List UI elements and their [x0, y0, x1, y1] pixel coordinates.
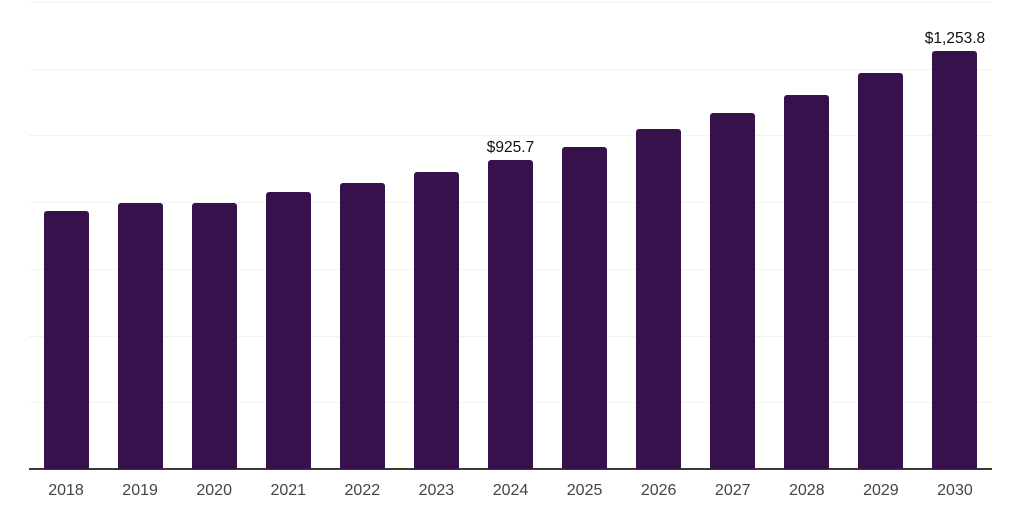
bar-2018 — [43, 211, 89, 469]
data-label-2024: $925.7 — [486, 139, 535, 157]
x-tick-2024: 2024 — [492, 482, 529, 499]
gridline — [29, 2, 992, 3]
x-tick-2026: 2026 — [640, 482, 677, 499]
x-tick-2019: 2019 — [122, 482, 158, 499]
bar-2019 — [117, 203, 163, 469]
x-tick-2029: 2029 — [863, 482, 899, 499]
bar-2027 — [710, 113, 756, 469]
x-tick-2027: 2027 — [714, 482, 751, 499]
x-tick-2020: 2020 — [196, 482, 232, 499]
bar-2024 — [488, 160, 533, 469]
x-tick-2021: 2021 — [270, 482, 307, 499]
x-axis-line — [29, 468, 992, 470]
bar-2028 — [784, 95, 830, 469]
x-tick-2022: 2022 — [344, 482, 381, 499]
x-tick-2030: 2030 — [937, 482, 973, 499]
bar-2029 — [858, 73, 904, 469]
bar-2023 — [413, 172, 459, 469]
bar-2030 — [932, 50, 978, 469]
data-label-2030: $1,253.8 — [924, 29, 986, 47]
x-tick-2028: 2028 — [789, 482, 825, 499]
gridline — [29, 68, 992, 70]
bar-2021 — [265, 192, 311, 469]
gridline — [29, 135, 992, 137]
bar-2025 — [562, 146, 608, 469]
x-tick-2025: 2025 — [566, 482, 603, 499]
bar-2026 — [636, 129, 682, 469]
x-tick-2018: 2018 — [48, 482, 84, 499]
bar-2020 — [191, 203, 237, 469]
x-tick-2023: 2023 — [418, 482, 455, 499]
bar-2022 — [339, 183, 385, 469]
